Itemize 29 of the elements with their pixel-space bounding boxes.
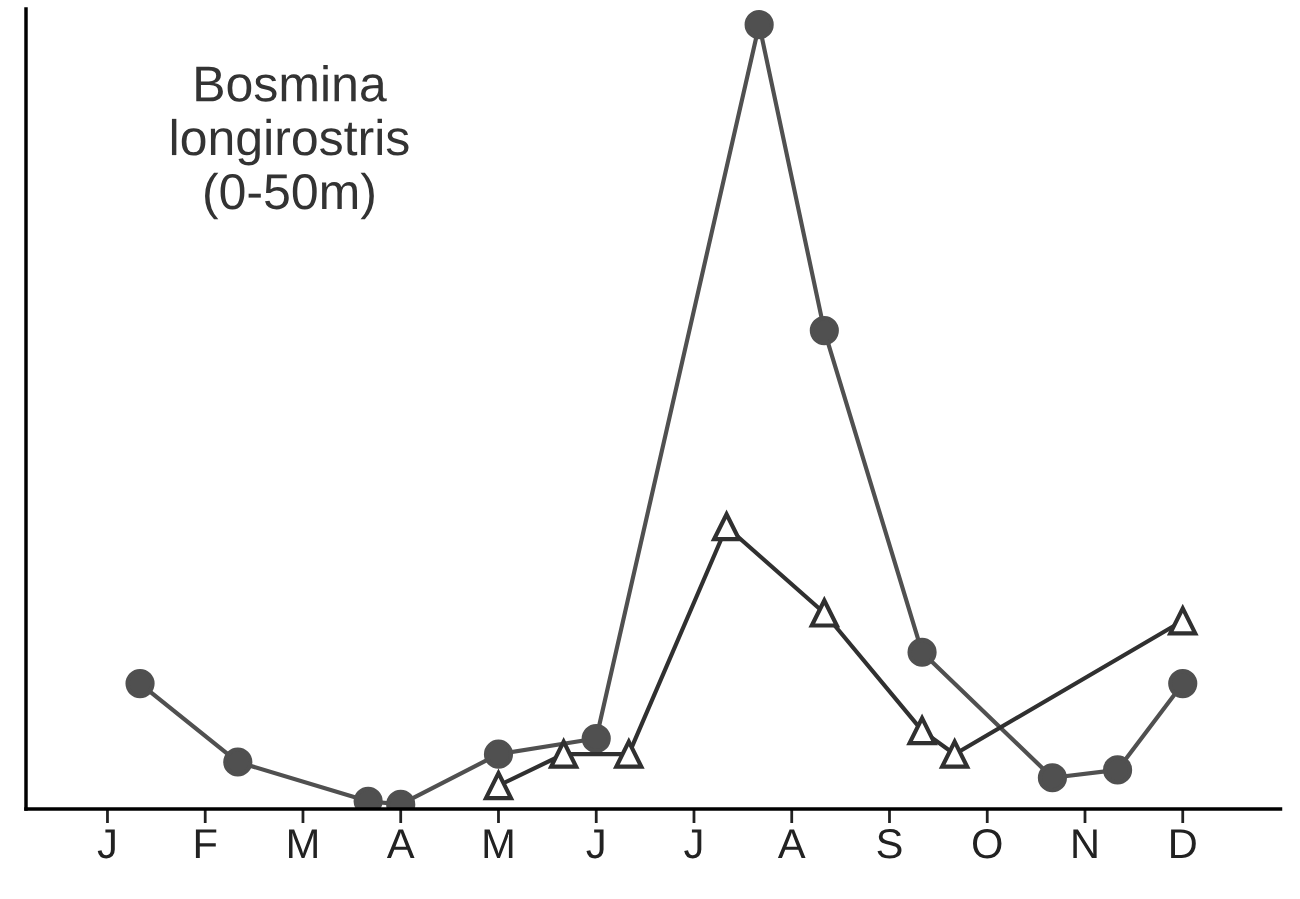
x-tick-label: A <box>777 829 806 859</box>
x-tick-label: O <box>973 828 1002 859</box>
point <box>809 316 839 346</box>
point <box>809 598 839 628</box>
point <box>581 723 611 754</box>
x-tick-label: J <box>586 829 604 859</box>
x-tick-label: J <box>97 829 115 859</box>
point <box>1168 606 1198 636</box>
x-tick-label: M <box>484 829 513 859</box>
point <box>1168 669 1198 699</box>
point <box>744 10 774 40</box>
point <box>223 747 253 777</box>
x-tick-label: A <box>386 829 415 859</box>
x-tick-label: D <box>1171 829 1196 859</box>
point <box>482 768 515 801</box>
point <box>613 737 645 769</box>
point <box>1037 763 1067 793</box>
point <box>483 739 514 769</box>
point <box>1102 755 1133 785</box>
point <box>547 737 580 769</box>
x-tick-label: N <box>1073 829 1097 859</box>
point <box>125 669 155 699</box>
annotation: Bosmina longirostris (0-50m) <box>171 65 409 220</box>
point <box>938 737 971 769</box>
point <box>907 637 937 667</box>
x-tick-label: S <box>877 828 902 859</box>
x-tick-label: M <box>289 829 317 859</box>
x-tick-label: F <box>195 829 217 859</box>
x-tick-label: J <box>684 829 702 859</box>
